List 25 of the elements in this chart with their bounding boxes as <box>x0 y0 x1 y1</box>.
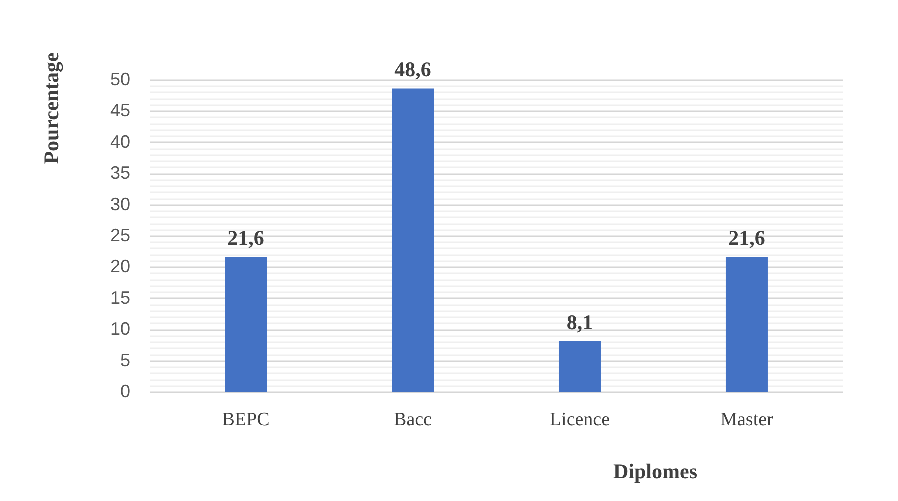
y-axis-title: Pourcentage <box>40 52 64 164</box>
x-tick-label: Licence <box>550 410 610 430</box>
data-label: 21,6 <box>228 226 264 250</box>
bar <box>225 257 268 392</box>
bar <box>392 88 434 392</box>
data-label: 48,6 <box>394 58 432 82</box>
y-tick-label: 25 <box>110 226 130 246</box>
data-label: 21,6 <box>728 226 766 250</box>
y-tick-label: 15 <box>110 288 130 308</box>
y-tick-label: 10 <box>110 319 130 340</box>
y-tick-label: 20 <box>110 256 130 277</box>
y-tick-label: 0 <box>120 382 130 402</box>
y-tick-label: 40 <box>110 132 130 152</box>
bar <box>558 341 601 392</box>
y-tick-label: 45 <box>110 100 130 121</box>
bar <box>726 257 768 392</box>
x-axis-title: Diplomes <box>614 460 698 484</box>
y-tick-label: 50 <box>110 70 130 90</box>
x-tick-label: BEPC <box>222 410 270 430</box>
y-tick-label: 30 <box>110 194 130 214</box>
data-label: 8,1 <box>566 310 594 334</box>
x-tick-label: Bacc <box>394 410 432 430</box>
y-tick-label: 5 <box>120 350 130 370</box>
x-tick-label: Master <box>720 410 774 430</box>
y-tick-label: 35 <box>110 163 130 184</box>
